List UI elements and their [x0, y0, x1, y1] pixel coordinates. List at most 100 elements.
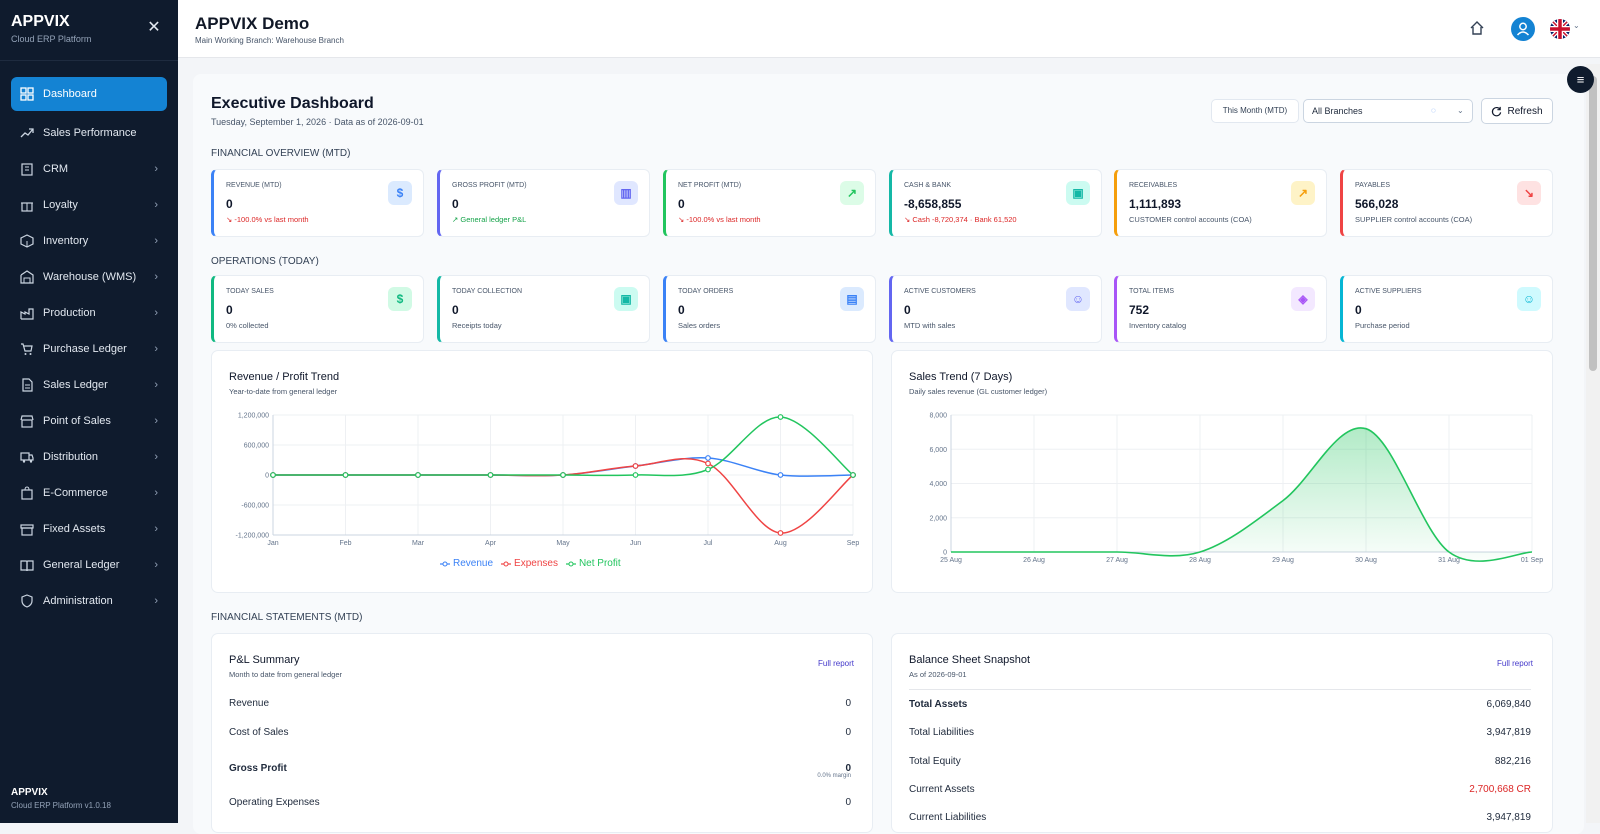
sidebar-item-fixed-assets[interactable]: Fixed Assets ›: [11, 511, 167, 547]
sidebar-divider: [0, 60, 178, 61]
scrollbar-thumb[interactable]: [1589, 76, 1597, 371]
pl-row-label: Revenue: [229, 698, 270, 709]
data-point[interactable]: [1446, 549, 1452, 555]
y-tick-label: -1,200,000: [236, 533, 270, 540]
card-note: SUPPLIER control accounts (COA): [1355, 215, 1473, 224]
bs-row-value: 2,700,668 CR: [1469, 784, 1531, 795]
x-tick-label: 01 Sep: [1521, 557, 1543, 564]
data-point[interactable]: [777, 530, 784, 536]
wallet-icon: ▣: [1066, 181, 1090, 205]
data-point[interactable]: [705, 455, 711, 461]
data-point[interactable]: [1280, 498, 1286, 504]
data-point[interactable]: [342, 472, 349, 478]
divider: [909, 689, 1531, 690]
data-point[interactable]: [632, 472, 639, 478]
close-icon[interactable]: ✕: [147, 19, 161, 36]
data-point[interactable]: [1031, 549, 1037, 555]
x-tick-label: 27 Aug: [1106, 557, 1128, 564]
data-point[interactable]: [632, 463, 639, 469]
sidebar-item-loyalty[interactable]: Loyalty ›: [11, 187, 167, 223]
data-point[interactable]: [1363, 426, 1369, 432]
chevron-right-icon: ›: [154, 451, 158, 463]
uk-flag-icon[interactable]: [1550, 19, 1570, 39]
sidebar-item-distribution[interactable]: Distribution ›: [11, 439, 167, 475]
y-tick-label: -600,000: [241, 503, 269, 510]
data-point[interactable]: [1529, 549, 1535, 555]
bs-full-report-link[interactable]: Full report: [1497, 659, 1534, 668]
arrow-down-right-icon: ↘: [1517, 181, 1541, 205]
sidebar-item-label: Purchase Ledger: [43, 343, 127, 355]
sidebar-item-general-ledger[interactable]: General Ledger ›: [11, 547, 167, 583]
sidebar-item-crm[interactable]: CRM ›: [11, 151, 167, 187]
data-point[interactable]: [948, 549, 954, 555]
legend-item[interactable]: Revenue: [440, 558, 493, 569]
sidebar-item-label: Sales Performance: [43, 127, 137, 139]
card-value: 0: [452, 197, 459, 211]
sidebar-item-dashboard[interactable]: Dashboard: [11, 77, 167, 111]
y-tick-label: 0: [265, 473, 269, 480]
branch-select[interactable]: All Branches ◌ ⌄: [1303, 99, 1473, 123]
data-point[interactable]: [777, 472, 784, 478]
card-label: ACTIVE SUPPLIERS: [1355, 288, 1422, 295]
sidebar-item-warehouse[interactable]: Warehouse (WMS) ›: [11, 259, 167, 295]
x-tick-label: Aug: [774, 540, 787, 547]
sidebar-item-sales-ledger[interactable]: Sales Ledger ›: [11, 367, 167, 403]
user-icon: [1516, 22, 1530, 36]
card-value: 0: [226, 303, 233, 317]
user-avatar[interactable]: [1511, 17, 1535, 41]
balance-sheet-subtitle: As of 2026-09-01: [909, 670, 967, 679]
legend-marker-icon: [440, 561, 450, 566]
data-point[interactable]: [415, 472, 421, 478]
dollar-icon: $: [388, 287, 412, 311]
data-point[interactable]: [850, 472, 856, 478]
operations-card: TODAY SALES 0 0% collected $: [211, 275, 424, 343]
sidebar-item-administration[interactable]: Administration ›: [11, 583, 167, 619]
data-point[interactable]: [705, 460, 711, 467]
sidebar-item-e-commerce[interactable]: E-Commerce ›: [11, 475, 167, 511]
data-point[interactable]: [270, 472, 276, 478]
period-button[interactable]: This Month (MTD): [1211, 99, 1299, 123]
sidebar: APPVIX Cloud ERP Platform ✕ Dashboard Sa…: [0, 0, 178, 823]
pl-row: Revenue 0: [229, 698, 851, 709]
home-icon[interactable]: [1470, 21, 1484, 35]
menu-icon[interactable]: ≡: [1567, 66, 1594, 93]
sidebar-nav: Dashboard Sales Performance CRM › Loyalt…: [11, 77, 167, 619]
pl-row-label: Cost of Sales: [229, 727, 289, 738]
scrollbar[interactable]: [1586, 64, 1600, 823]
loading-icon: ◌: [1431, 106, 1436, 115]
refresh-button[interactable]: Refresh: [1481, 98, 1553, 124]
pl-row: Cost of Sales 0: [229, 727, 851, 738]
financial-card: RECEIVABLES 1,111,893 CUSTOMER control acc…: [1114, 169, 1327, 237]
bs-row: Total Liabilities 3,947,819: [909, 727, 1531, 738]
section-title-operations: OPERATIONS (TODAY): [211, 256, 319, 267]
chevron-right-icon: ›: [154, 163, 158, 175]
sidebar-item-label: Sales Ledger: [43, 379, 108, 391]
bs-row-label: Total Equity: [909, 756, 961, 767]
sidebar-item-inventory[interactable]: Inventory ›: [11, 223, 167, 259]
pl-full-report-link[interactable]: Full report: [818, 659, 855, 668]
legend-item[interactable]: Net Profit: [565, 558, 621, 569]
y-tick-label: 8,000: [929, 413, 947, 420]
data-point[interactable]: [705, 466, 711, 473]
pl-row-label: Gross Profit: [229, 763, 287, 774]
trend-up-icon: ↗: [840, 181, 864, 205]
operations-card: ACTIVE CUSTOMERS 0 MTD with sales ☺: [889, 275, 1102, 343]
data-point[interactable]: [1114, 549, 1120, 555]
data-point[interactable]: [560, 472, 566, 478]
y-tick-label: 2,000: [929, 515, 947, 522]
chevron-down-icon[interactable]: ⌄: [1573, 21, 1580, 30]
refresh-icon: [1492, 106, 1502, 116]
legend-item[interactable]: Expenses: [501, 558, 558, 569]
cube-icon: ◈: [1291, 287, 1315, 311]
data-point[interactable]: [487, 472, 494, 478]
data-point[interactable]: [1197, 549, 1203, 555]
chevron-right-icon: ›: [154, 415, 158, 427]
sidebar-item-sales-performance[interactable]: Sales Performance: [11, 115, 167, 151]
sidebar-item-production[interactable]: Production ›: [11, 295, 167, 331]
sidebar-item-label: Loyalty: [43, 199, 78, 211]
sidebar-item-purchase-ledger[interactable]: Purchase Ledger ›: [11, 331, 167, 367]
sidebar-item-label: Fixed Assets: [43, 523, 106, 535]
sidebar-item-point-of-sales[interactable]: Point of Sales ›: [11, 403, 167, 439]
data-point[interactable]: [777, 414, 784, 420]
